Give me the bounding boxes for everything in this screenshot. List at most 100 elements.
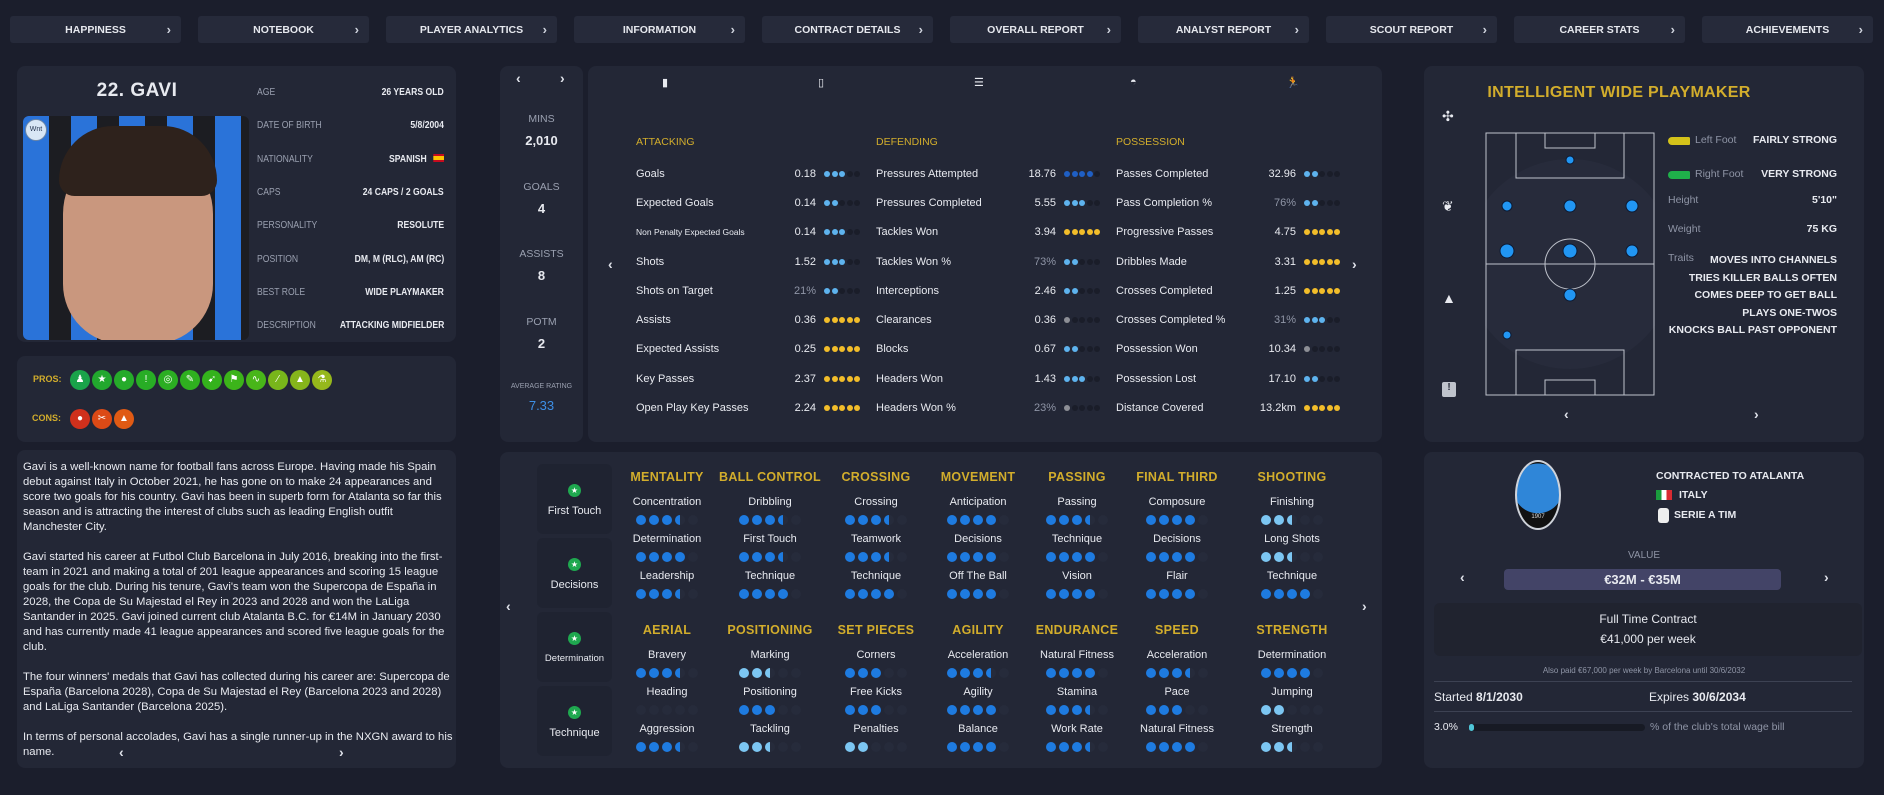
pro-trait-icon[interactable]: ➹ [202, 370, 222, 390]
rating-dot [739, 668, 749, 678]
pro-trait-icon[interactable]: ◎ [158, 370, 178, 390]
stat-row: Pressures Completed 5.55 [876, 188, 1108, 217]
rating-dot [688, 589, 698, 599]
role-next-button[interactable]: › [1754, 406, 1759, 422]
value-prev-button[interactable]: ‹ [1460, 569, 1465, 585]
attribute-rating-dots [718, 665, 822, 683]
bio-next-button[interactable]: › [339, 744, 344, 760]
attribute-name: Concentration [632, 496, 702, 508]
nav-achievements[interactable]: ACHIEVEMENTS › [1702, 16, 1873, 43]
rating-dot [960, 589, 970, 599]
summary-mins: MINS 2,010 [525, 113, 558, 148]
rating-dot [839, 258, 845, 265]
rating-dot [1334, 258, 1340, 265]
attributes-prev-button[interactable]: ‹ [506, 598, 511, 614]
stat-value: 2.37 [794, 372, 816, 385]
nav-scout-report[interactable]: SCOUT REPORT › [1326, 16, 1497, 43]
key-attribute-card[interactable]: ★ Decisions [537, 538, 612, 608]
value-next-button[interactable]: › [1824, 569, 1829, 585]
stats-prev-button[interactable]: ‹ [608, 256, 613, 272]
rating-dot [846, 405, 853, 412]
key-attribute-card[interactable]: ★ Technique [537, 686, 612, 756]
attribute-name: Dribbling [748, 496, 792, 508]
stats-heading: POSSESSION [1116, 136, 1185, 148]
plant-icon[interactable]: ❦ [1442, 198, 1454, 214]
stat-row: Expected Assists 0.25 [636, 335, 868, 364]
rating-dot [1300, 515, 1310, 525]
pro-trait-icon[interactable]: ★ [92, 370, 112, 390]
rating-dot [839, 405, 845, 412]
trait: PLAYS ONE-TWOS [1742, 306, 1837, 319]
pro-trait-icon[interactable]: ⁄ [268, 370, 288, 390]
summary-prev-button[interactable]: ‹ [516, 70, 521, 86]
bio-prev-button[interactable]: ‹ [119, 744, 124, 760]
league-icon [1658, 508, 1669, 523]
nav-career-stats[interactable]: CAREER STATS › [1514, 16, 1685, 43]
pros-cons-panel: PROS: ♟ ★ ●! ◎ ✎ ➹ ⚑ ∿ ⁄ ▲ ⚗ CONS: ● ✂ ▲ [17, 356, 456, 442]
stat-value: 18.76 [1028, 167, 1056, 180]
con-trait-icon[interactable]: ▲ [114, 409, 134, 429]
bar-chart-icon[interactable]: ▮ [662, 77, 669, 89]
stats-next-button[interactable]: › [1352, 256, 1357, 272]
con-trait-icon[interactable]: ✂ [92, 409, 112, 429]
nav-overall-report[interactable]: OVERALL REPORT › [950, 16, 1121, 43]
stat-name: Interceptions [876, 284, 939, 297]
boot-icon [1668, 137, 1690, 145]
nav-happiness[interactable]: HAPPINESS › [10, 16, 181, 43]
attribute-rating-dots [824, 702, 928, 720]
tactics-icon[interactable]: ✣ [1442, 108, 1454, 124]
stat-row: Tackles Won 3.94 [876, 218, 1108, 247]
pro-trait-icon[interactable]: ♟ [70, 370, 90, 390]
trait: TRIES KILLER BALLS OFTEN [1688, 271, 1837, 284]
pro-trait-icon[interactable]: ✎ [180, 370, 200, 390]
role-info-value: FAIRLY STRONG [1752, 134, 1837, 146]
attribute-rating-dots [926, 702, 1030, 720]
summary-goals: GOALS 4 [523, 180, 560, 216]
nav-analyst-report[interactable]: ANALYST REPORT › [1138, 16, 1309, 43]
pro-trait-icon[interactable]: ▲ [290, 370, 310, 390]
cones-icon[interactable]: ▲ [1442, 290, 1456, 306]
stats-panel: ▮ ▯ ☰ ◓ 🏃 ‹ › ATTACKING Goals 0.18 Expected Goa… [588, 66, 1382, 442]
pro-trait-icon[interactable]: ⚑ [224, 370, 244, 390]
nav-information[interactable]: INFORMATION › [574, 16, 745, 43]
chevron-right-icon: › [730, 22, 735, 37]
nav-contract-details[interactable]: CONTRACT DETAILS › [762, 16, 933, 43]
attr-group-set-pieces: SET PIECES Corners Free Kicks Penalties [824, 623, 928, 757]
attribute-rating-dots [926, 549, 1030, 567]
rating-dot [1086, 405, 1093, 412]
rating-dot [1079, 405, 1085, 412]
running-icon[interactable]: 🏃 [1286, 77, 1300, 89]
pro-trait-icon[interactable]: ● [114, 370, 134, 390]
pro-trait-icon[interactable]: ! [136, 370, 156, 390]
nav-label: ACHIEVEMENTS [1745, 23, 1830, 36]
club-badge: 1907 [1515, 460, 1561, 530]
bio-paragraph: The four winners' medals that Gavi has c… [23, 671, 450, 713]
rating-dot [1064, 229, 1070, 236]
kit-icon[interactable]: ▯ [818, 77, 825, 89]
attribute-rating-dots [1240, 512, 1344, 530]
pro-trait-icon[interactable]: ∿ [246, 370, 266, 390]
position-dot [1563, 199, 1577, 213]
stat-row: Distance Covered 13.2km [1116, 393, 1348, 422]
nav-player-analytics[interactable]: PLAYER ANALYTICS › [386, 16, 557, 43]
nav-notebook[interactable]: NOTEBOOK › [198, 16, 369, 43]
rating-dot [846, 317, 853, 324]
stat-value: 32.96 [1268, 167, 1296, 180]
stat-value: 0.36 [794, 314, 816, 327]
con-trait-icon[interactable]: ● [70, 409, 90, 429]
rating-dot [1334, 317, 1340, 324]
summary-next-button[interactable]: › [560, 70, 565, 86]
key-attribute-card[interactable]: ★ First Touch [537, 464, 612, 534]
rating-dot [1086, 170, 1093, 177]
attributes-next-button[interactable]: › [1362, 598, 1367, 614]
list-icon[interactable]: ☰ [974, 77, 984, 89]
helmet-icon[interactable]: ◓ [1130, 76, 1137, 88]
attribute-rating-dots [1125, 549, 1229, 567]
rating-dot [765, 742, 775, 752]
stat-rating-dots [824, 346, 868, 353]
key-attribute-card[interactable]: ★ Determination [537, 612, 612, 682]
pro-trait-icon[interactable]: ⚗ [312, 370, 332, 390]
rating-dot [675, 552, 685, 562]
info-icon[interactable]: ! [1442, 382, 1456, 397]
role-prev-button[interactable]: ‹ [1564, 406, 1569, 422]
